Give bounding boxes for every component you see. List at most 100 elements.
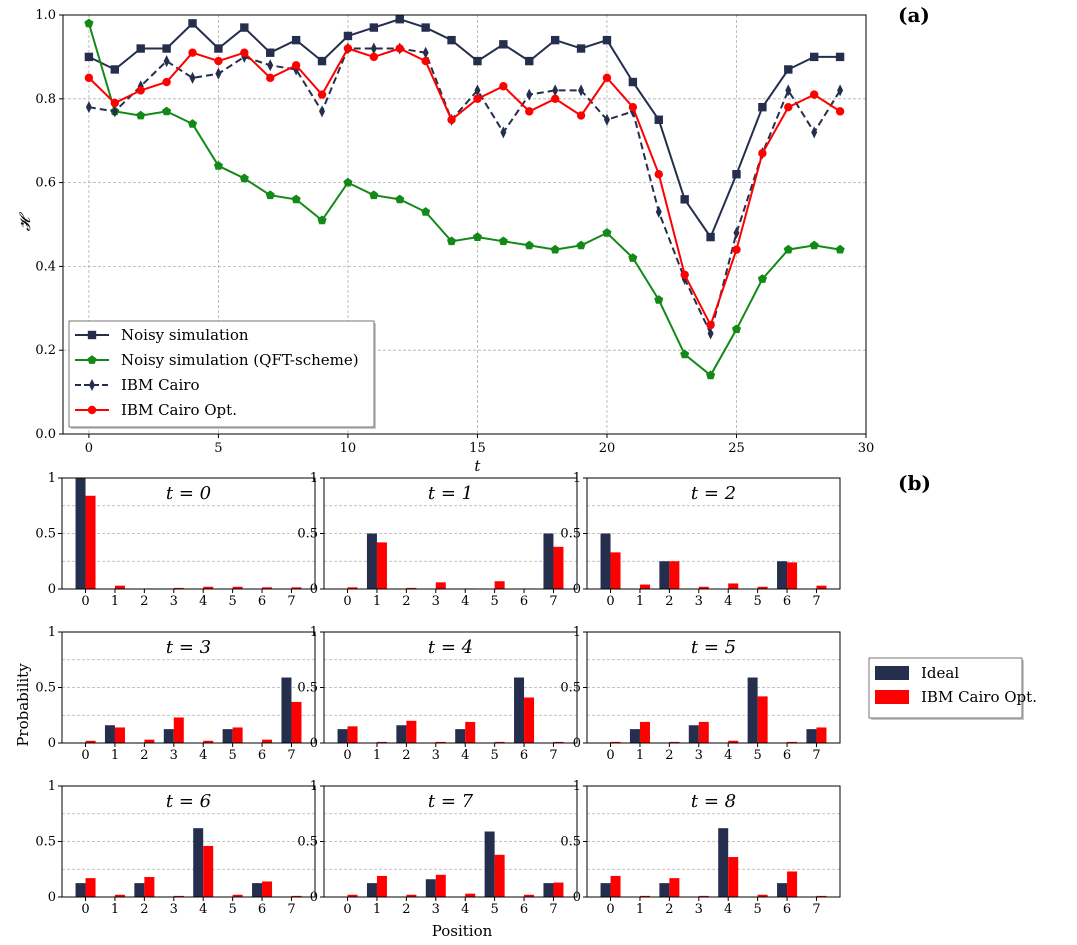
bar-ideal — [777, 883, 788, 898]
data-point — [473, 56, 482, 66]
data-point — [525, 56, 534, 66]
data-point — [758, 149, 767, 158]
x-tick-label: 3 — [170, 902, 178, 917]
plot-frame — [62, 14, 867, 435]
y-tick-label: 1 — [573, 471, 581, 486]
panel-title: t = 4 — [428, 637, 473, 658]
series-line-3 — [88, 47, 841, 337]
x-tick-label: 5 — [753, 748, 761, 763]
data-point — [732, 170, 741, 179]
bar-ibm-cairo-opt — [291, 895, 302, 897]
y-tick-label: 1 — [48, 471, 56, 486]
x-tick-label: 7 — [287, 748, 295, 763]
x-tick-label: 6 — [258, 594, 266, 609]
data-point — [395, 14, 404, 24]
x-tick-label: 0 — [606, 748, 614, 763]
data-point — [835, 244, 845, 254]
bar-ideal — [222, 729, 233, 744]
data-point — [784, 102, 793, 112]
bar-ibm-cairo-opt — [347, 726, 358, 743]
data-point — [809, 90, 819, 99]
data-point — [422, 46, 429, 59]
data-point — [550, 244, 560, 254]
x-tick-label: 1 — [636, 902, 644, 917]
x-tick-label: 4 — [461, 748, 469, 763]
data-point — [500, 126, 507, 139]
bar-ibm-cairo-opt — [435, 874, 446, 897]
x-tick-label: 5 — [753, 902, 761, 917]
x-tick-label: 6 — [258, 748, 266, 763]
x-tick-label: 1 — [373, 748, 381, 763]
x-tick-label: 2 — [402, 748, 410, 763]
x-tick-label: 5 — [214, 441, 222, 456]
data-point — [474, 84, 481, 97]
bar-ibm-cairo-opt — [553, 741, 564, 743]
x-tick-label: 1 — [636, 594, 644, 609]
y-tick-label: 0 — [310, 890, 318, 905]
y-tick-label: 0.5 — [560, 835, 581, 850]
data-point — [576, 111, 586, 120]
bar-ideal — [366, 533, 377, 589]
bar-ibm-cairo-opt — [144, 739, 155, 743]
bar-ideal — [104, 725, 115, 743]
data-point — [731, 324, 741, 334]
x-tick-label: 1 — [111, 748, 119, 763]
bar-ibm-cairo-opt — [173, 717, 184, 743]
bar-ibm-cairo-opt — [232, 727, 243, 743]
x-tick-label: 1 — [111, 594, 119, 609]
legend-swatch — [875, 666, 909, 680]
y-tick-label: 0 — [48, 736, 56, 751]
x-tick-label: 4 — [199, 748, 207, 763]
bar-ibm-cairo-opt — [232, 894, 243, 897]
bar-ideal — [366, 883, 377, 898]
data-point — [136, 86, 145, 95]
data-point — [240, 48, 249, 57]
x-axis-label: t — [474, 457, 481, 475]
data-point — [239, 173, 249, 183]
data-point — [576, 44, 586, 53]
x-tick-label: 7 — [549, 902, 557, 917]
x-tick-label: 0 — [606, 594, 614, 609]
bar-chart-grid: 0 1 2 3 4 5 6 700.51t = 00 1 2 3 4 5 6 700.51t = 10 1 2 3… — [35, 471, 841, 917]
data-point — [499, 40, 508, 49]
data-point — [213, 161, 223, 170]
y-tick-label: 0 — [310, 582, 318, 597]
y-tick-label: 0.2 — [35, 343, 56, 358]
y-tick-label: 0.4 — [35, 259, 56, 274]
x-tick-label: 3 — [432, 902, 440, 917]
x-tick-label: 7 — [549, 594, 557, 609]
x-tick-label: 7 — [549, 748, 557, 763]
data-point — [526, 88, 533, 101]
panel-b-label: (b) — [898, 471, 931, 495]
bar-ideal — [659, 561, 670, 589]
y-tick-label: 1 — [310, 779, 318, 794]
bar-ibm-cairo-opt — [465, 721, 476, 743]
bar-ideal — [193, 828, 204, 897]
data-point — [654, 170, 663, 179]
panel-title: t = 7 — [428, 791, 474, 812]
bar-ibm-cairo-opt — [639, 895, 650, 897]
bar-ibm-cairo-opt — [728, 583, 739, 589]
x-tick-label: 3 — [695, 594, 703, 609]
x-tick-label: 0 — [85, 441, 93, 456]
y-tick-label: 1 — [573, 625, 581, 640]
bar-ibm-cairo-opt — [114, 585, 125, 589]
data-point — [343, 31, 353, 41]
bar-ideal — [543, 533, 554, 589]
data-point — [707, 327, 714, 340]
y-tick-label: 1 — [573, 779, 581, 794]
bar-ibm-cairo-opt — [524, 894, 535, 897]
y-tick-label: 1 — [48, 625, 56, 640]
y-tick-label: 0 — [573, 890, 581, 905]
bar-ibm-cairo-opt — [347, 894, 358, 897]
y-tick-label: 0 — [48, 582, 56, 597]
x-tick-label: 0 — [343, 902, 351, 917]
bar-ibm-cairo-opt — [728, 740, 739, 743]
x-tick-label: 4 — [724, 902, 732, 917]
data-point — [395, 44, 404, 53]
bar-ibm-cairo-opt — [698, 721, 709, 743]
data-point — [550, 94, 560, 104]
x-tick-label: 1 — [111, 902, 119, 917]
x-tick-label: 25 — [728, 441, 745, 456]
data-point — [163, 55, 170, 68]
